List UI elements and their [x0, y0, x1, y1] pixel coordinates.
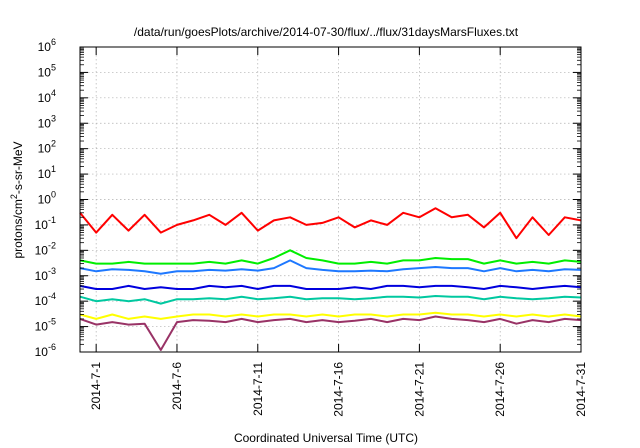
series-line [79, 284, 582, 290]
y-tick-label: 106 [38, 37, 56, 54]
y-tick-label: 10-5 [35, 317, 56, 334]
x-tick-label: 2014-7-31 [574, 362, 588, 417]
x-tick-label: 2014-7-21 [412, 362, 426, 417]
y-tick-label: 10-4 [35, 291, 56, 308]
chart-title: /data/run/goesPlots/archive/2014-07-30/f… [134, 25, 519, 39]
x-tick-label: 2014-7-1 [89, 362, 103, 410]
grid-lines [80, 47, 581, 352]
series-line [79, 295, 582, 305]
y-tick-label: 10-6 [35, 342, 56, 359]
series-line [79, 249, 582, 265]
y-tick-label: 101 [38, 164, 56, 181]
series-layer [79, 207, 582, 351]
y-axis-label-sup: 2 [9, 194, 19, 199]
y-tick-label: 10-3 [35, 266, 56, 283]
y-axis-label: protons/cm2-s-sr-MeV [9, 141, 25, 258]
y-tick-label: 104 [38, 88, 56, 105]
x-tick-label: 2014-7-16 [332, 362, 346, 417]
y-axis-label-base: protons/cm [11, 199, 25, 258]
x-tick-label: 2014-7-6 [170, 362, 184, 410]
y-tick-label: 105 [38, 62, 56, 79]
y-axis-label-rest: -s-sr-MeV [11, 141, 25, 194]
y-tick-label: 10-1 [35, 215, 56, 232]
y-tick-label: 102 [38, 139, 56, 156]
y-tick-label: 103 [38, 113, 56, 130]
series-line [79, 207, 582, 240]
series-line [79, 315, 582, 351]
x-axis: 2014-7-1 2014-7-6 2014-7-11 2014-7-16 2014-7… [89, 47, 588, 417]
y-tick-label: 10-2 [35, 240, 56, 257]
y-tick-label: 100 [38, 190, 56, 207]
x-tick-label: 2014-7-11 [251, 362, 265, 416]
y-axis: 10-6 10-5 10-4 10-3 10-2 10-1 100 101 102 103 104 1… [35, 37, 581, 359]
x-tick-label: 2014-7-26 [493, 362, 507, 417]
x-axis-label: Coordinated Universal Time (UTC) [234, 431, 418, 445]
series-line [79, 259, 582, 275]
series-line [79, 311, 582, 320]
